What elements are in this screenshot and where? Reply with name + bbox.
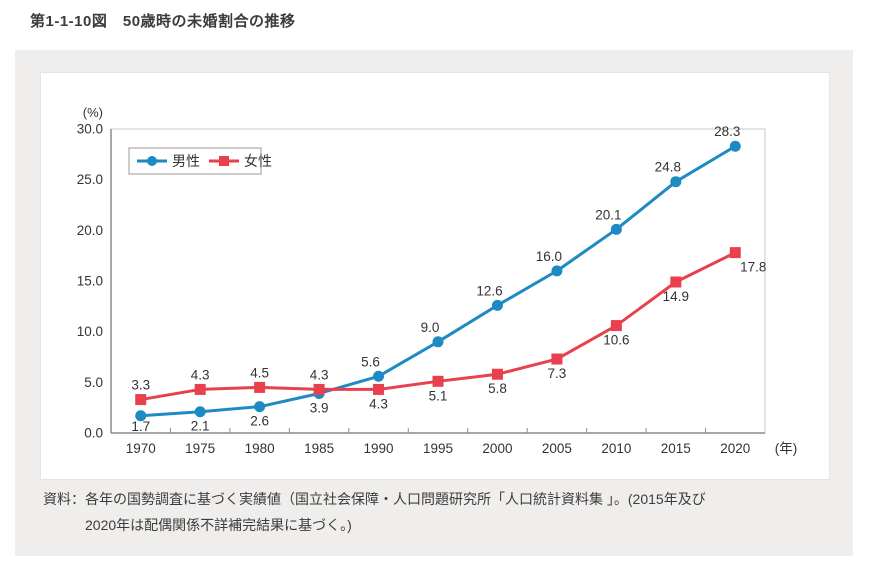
- x-axis-unit: (年): [775, 441, 798, 456]
- y-tick-label: 30.0: [77, 122, 103, 137]
- data-point-男性: [194, 406, 206, 418]
- source-label: 資料：: [43, 491, 85, 507]
- data-point-男性: [491, 299, 503, 311]
- x-tick-label: 1975: [185, 441, 215, 456]
- data-label-女性: 7.3: [548, 366, 567, 381]
- data-label-女性: 17.8: [740, 260, 766, 275]
- source-note: 資料： 各年の国勢調査に基づく実績値（国立社会保障・人口問題研究所「人口統計資料…: [43, 486, 833, 538]
- x-tick-label: 2020: [720, 441, 750, 456]
- legend-label-男性: 男性: [172, 153, 200, 169]
- legend-marker-女性: [219, 156, 229, 166]
- data-label-女性: 4.3: [369, 396, 388, 411]
- x-tick-label: 1990: [364, 441, 394, 456]
- data-point-女性: [135, 394, 147, 406]
- data-point-女性: [432, 375, 444, 387]
- data-point-男性: [670, 176, 682, 188]
- data-label-女性: 4.5: [250, 365, 269, 380]
- data-point-女性: [194, 383, 206, 395]
- x-tick-label: 2005: [542, 441, 572, 456]
- data-label-女性: 5.1: [429, 388, 448, 403]
- data-point-女性: [313, 383, 325, 395]
- chart-panel: 0.0 5.0 10.0 15.0 20.0 25.0 30.0 (%) 1970 1975 198…: [15, 50, 853, 556]
- data-point-女性: [254, 381, 266, 393]
- data-label-男性: 16.0: [536, 249, 562, 264]
- data-label-男性: 2.6: [250, 414, 269, 429]
- data-point-男性: [729, 140, 741, 152]
- data-point-男性: [432, 336, 444, 348]
- data-label-男性: 28.3: [714, 124, 740, 139]
- data-label-男性: 5.6: [361, 354, 380, 369]
- y-tick-label: 20.0: [77, 223, 103, 238]
- data-label-男性: 1.7: [131, 419, 150, 434]
- data-point-女性: [373, 383, 385, 395]
- chart-card: 0.0 5.0 10.0 15.0 20.0 25.0 30.0 (%) 1970 1975 198…: [40, 72, 830, 480]
- x-tick-label: 1980: [245, 441, 275, 456]
- source-line-1: 各年の国勢調査に基づく実績値（国立社会保障・人口問題研究所「人口統計資料集 」。…: [85, 491, 706, 507]
- figure-title: 第1-1-10図 50歳時の未婚割合の推移: [30, 13, 296, 30]
- data-point-男性: [254, 401, 266, 413]
- data-point-女性: [729, 247, 741, 259]
- data-label-男性: 3.9: [310, 400, 329, 415]
- y-tick-label: 5.0: [84, 375, 103, 390]
- source-line-2: 2020年は配偶関係不詳補完結果に基づく。): [85, 517, 352, 533]
- data-label-男性: 20.1: [595, 207, 621, 222]
- source-text: 各年の国勢調査に基づく実績値（国立社会保障・人口問題研究所「人口統計資料集 」。…: [85, 486, 706, 538]
- y-tick-label: 0.0: [84, 426, 103, 441]
- x-tick-label: 1985: [304, 441, 334, 456]
- y-tick-label: 25.0: [77, 172, 103, 187]
- data-point-男性: [373, 370, 385, 382]
- data-point-女性: [670, 276, 682, 288]
- y-tick-label: 10.0: [77, 324, 103, 339]
- data-label-女性: 10.6: [603, 333, 629, 348]
- data-label-男性: 9.0: [421, 320, 440, 335]
- x-tick-label: 1970: [126, 441, 156, 456]
- data-label-男性: 12.6: [476, 283, 502, 298]
- data-label-女性: 5.8: [488, 381, 507, 396]
- data-point-男性: [135, 410, 147, 422]
- data-label-男性: 2.1: [191, 419, 210, 434]
- y-tick-label: 15.0: [77, 274, 103, 289]
- data-label-女性: 3.3: [131, 378, 150, 393]
- data-label-女性: 4.3: [191, 367, 210, 382]
- data-point-男性: [610, 223, 622, 235]
- y-axis-unit: (%): [83, 105, 103, 120]
- legend-marker-男性: [147, 156, 157, 166]
- series-line-男性: [139, 144, 737, 418]
- legend-label-女性: 女性: [244, 153, 272, 169]
- data-point-女性: [491, 368, 503, 380]
- data-point-男性: [551, 265, 563, 277]
- line-chart: 0.0 5.0 10.0 15.0 20.0 25.0 30.0 (%) 1970 1975 198…: [77, 105, 798, 456]
- data-label-女性: 4.3: [310, 367, 329, 382]
- data-label-男性: 24.8: [655, 160, 681, 175]
- x-tick-label: 2000: [482, 441, 512, 456]
- data-point-女性: [551, 353, 563, 365]
- x-tick-label: 1995: [423, 441, 453, 456]
- data-point-女性: [610, 320, 622, 332]
- x-tick-label: 2010: [601, 441, 631, 456]
- data-label-女性: 14.9: [663, 289, 689, 304]
- x-tick-label: 2015: [661, 441, 691, 456]
